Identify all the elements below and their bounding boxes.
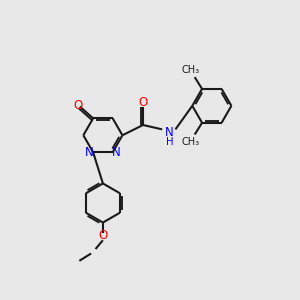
Text: H: H [166,137,173,147]
Text: O: O [138,95,148,109]
Text: N: N [85,146,94,159]
Text: CH₃: CH₃ [181,65,199,75]
Text: O: O [74,99,83,112]
Text: CH₃: CH₃ [181,137,199,147]
Text: N: N [165,126,174,139]
Text: O: O [98,229,107,242]
Text: N: N [112,146,121,159]
